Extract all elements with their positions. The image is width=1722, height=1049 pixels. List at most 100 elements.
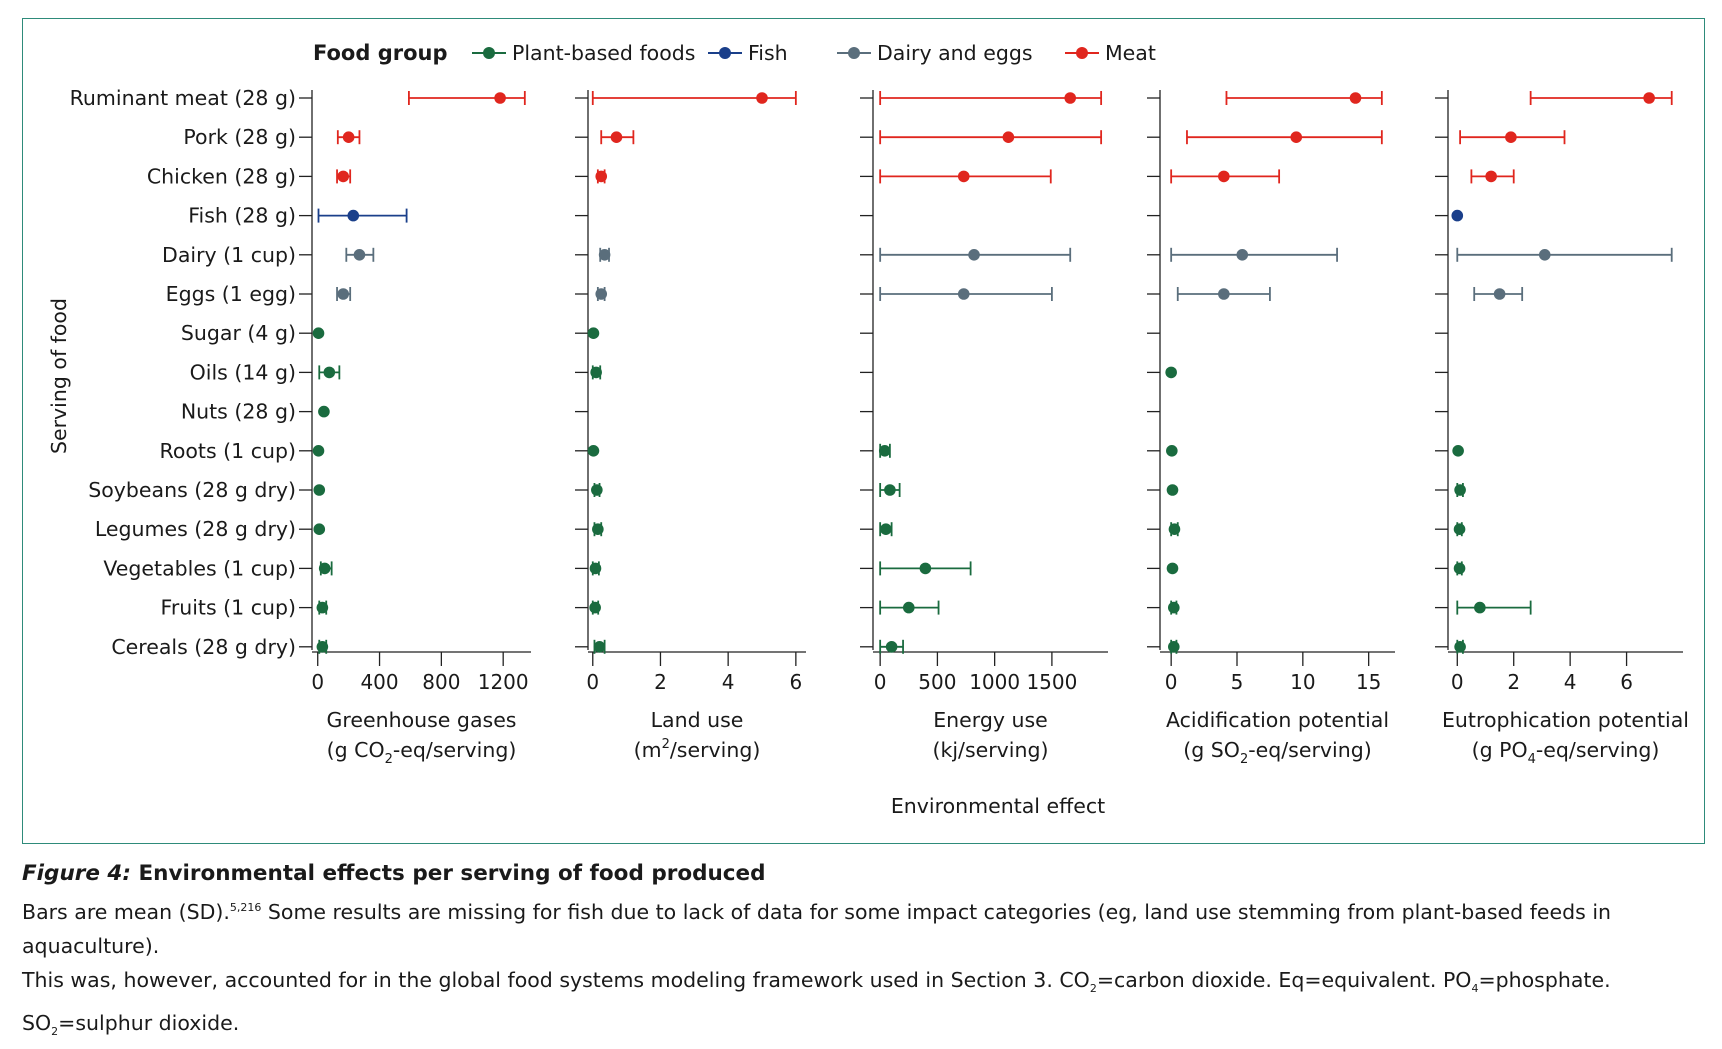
data-point <box>353 249 366 261</box>
data-point <box>968 249 980 261</box>
data-point <box>1474 601 1486 614</box>
panel-unit: (kj/serving) <box>932 738 1048 762</box>
data-point <box>1218 288 1230 300</box>
x-tick-label: 0 <box>1165 670 1178 694</box>
caption-text: SO <box>22 1010 52 1035</box>
caption-reference: 5,216 <box>229 901 262 914</box>
caption-title-text: Environmental effects per serving of foo… <box>130 861 766 886</box>
data-point <box>598 249 611 261</box>
panel: 0 2 4 6 Eutrophication potential (g PO4-eq/se… <box>1435 90 1689 767</box>
x-tick-label: 6 <box>1620 670 1633 694</box>
chart-canvas: Food group Plant-based foods Fish Dairy and… <box>47 41 1689 818</box>
x-tick-label: 1000 <box>969 670 1020 694</box>
caption-title: Figure 4: Environmental effects per serv… <box>22 857 1712 891</box>
data-point <box>610 131 623 143</box>
row-label: Oils (14 g) <box>190 360 296 384</box>
x-tick-label: 1200 <box>478 670 529 694</box>
panel-unit-part: 2 <box>1240 752 1248 767</box>
row-label: Legumes (28 g dry) <box>95 517 296 541</box>
data-point <box>1168 641 1180 653</box>
x-tick-label: 2 <box>654 670 667 694</box>
data-point <box>494 92 506 104</box>
data-point <box>1002 131 1015 143</box>
panel-unit-part: (g CO <box>327 738 385 762</box>
legend-marker <box>848 47 860 59</box>
data-point <box>1451 209 1464 222</box>
panel-unit-part: /serving) <box>670 738 760 762</box>
row-label: Dairy (1 cup) <box>162 243 296 267</box>
panel: 0 500 1000 1500 Energy use (kj/serving) <box>860 90 1108 762</box>
figure-caption: Figure 4: Environmental effects per serv… <box>22 857 1712 1049</box>
panel-unit-part: -eq/serving) <box>393 738 516 762</box>
row-label: Roots (1 cup) <box>160 439 296 463</box>
caption-line-3: SO2=sulphur dioxide. <box>22 1006 1712 1049</box>
caption-text: Some results are missing for fish due to… <box>22 899 1612 958</box>
data-point <box>1485 170 1497 183</box>
data-point <box>1538 249 1551 261</box>
data-point <box>1290 131 1303 143</box>
data-point <box>1168 601 1180 614</box>
data-point <box>312 445 325 457</box>
data-point <box>313 484 326 496</box>
x-tick-label: 4 <box>1564 670 1577 694</box>
data-point <box>1454 484 1466 496</box>
caption-text: Bars are mean (SD). <box>22 899 230 924</box>
data-point <box>312 327 325 340</box>
x-tick-label: 6 <box>789 670 802 694</box>
data-point <box>884 484 896 496</box>
legend-label: Plant-based foods <box>512 41 695 65</box>
data-point <box>1505 131 1517 143</box>
row-label: Nuts (28 g) <box>181 400 296 424</box>
data-point <box>316 641 329 653</box>
row-label: Pork (28 g) <box>183 125 296 149</box>
data-point <box>587 327 600 340</box>
panel-title: Energy use <box>933 708 1048 732</box>
data-point <box>1166 562 1179 575</box>
x-tick-label: 2 <box>1507 670 1520 694</box>
legend-label: Dairy and eggs <box>877 41 1033 65</box>
row-label: Sugar (4 g) <box>181 321 296 345</box>
data-point <box>337 288 350 300</box>
panel-unit: (g SO2-eq/serving) <box>1183 738 1371 767</box>
data-point <box>919 562 932 575</box>
panel: 0 5 10 15 Acidification potential (g SO2-eq/s… <box>1147 90 1395 767</box>
data-point <box>316 601 329 614</box>
row-labels: Ruminant meat (28 g) Pork (28 g) Chicken (… <box>70 86 296 659</box>
legend-title: Food group <box>313 41 448 65</box>
data-point <box>595 288 608 300</box>
x-tick-label: 4 <box>722 670 735 694</box>
caption-text: =carbon dioxide. Eq=equivalent. PO <box>1096 967 1472 992</box>
figure-frame <box>22 18 1705 844</box>
caption-text: =sulphur dioxide. <box>58 1010 240 1035</box>
panel-unit-part: -eq/serving) <box>1536 738 1659 762</box>
data-point <box>1453 523 1466 535</box>
data-point <box>591 484 603 496</box>
caption-text: =phosphate. <box>1478 967 1611 992</box>
data-point <box>1349 92 1362 104</box>
panel-unit-part: (g PO <box>1472 738 1528 762</box>
row-label: Soybeans (28 g dry) <box>88 478 296 502</box>
panel-title: Eutrophication potential <box>1442 708 1689 732</box>
row-label: Ruminant meat (28 g) <box>70 86 296 110</box>
x-tick-label: 800 <box>422 670 460 694</box>
panel-title: Land use <box>651 708 744 732</box>
caption-subscript: 2 <box>51 1025 59 1039</box>
row-label: Fish (28 g) <box>188 204 296 228</box>
data-point <box>593 641 606 653</box>
x-tick-label: 0 <box>1451 670 1464 694</box>
data-point <box>957 288 970 300</box>
legend-item: Plant-based foods <box>472 41 695 65</box>
row-label: Eggs (1 egg) <box>166 282 296 306</box>
data-point <box>957 170 970 183</box>
data-point <box>347 209 360 222</box>
data-point <box>589 562 602 575</box>
panel-unit: (g PO4-eq/serving) <box>1472 738 1660 767</box>
data-point <box>595 170 608 183</box>
data-point <box>1452 445 1464 457</box>
data-point <box>885 641 898 653</box>
data-point <box>1493 288 1506 300</box>
data-point <box>1165 366 1177 379</box>
caption-line-2: This was, however, accounted for in the … <box>22 963 1712 1006</box>
data-point <box>1643 92 1655 104</box>
data-point <box>592 523 604 535</box>
